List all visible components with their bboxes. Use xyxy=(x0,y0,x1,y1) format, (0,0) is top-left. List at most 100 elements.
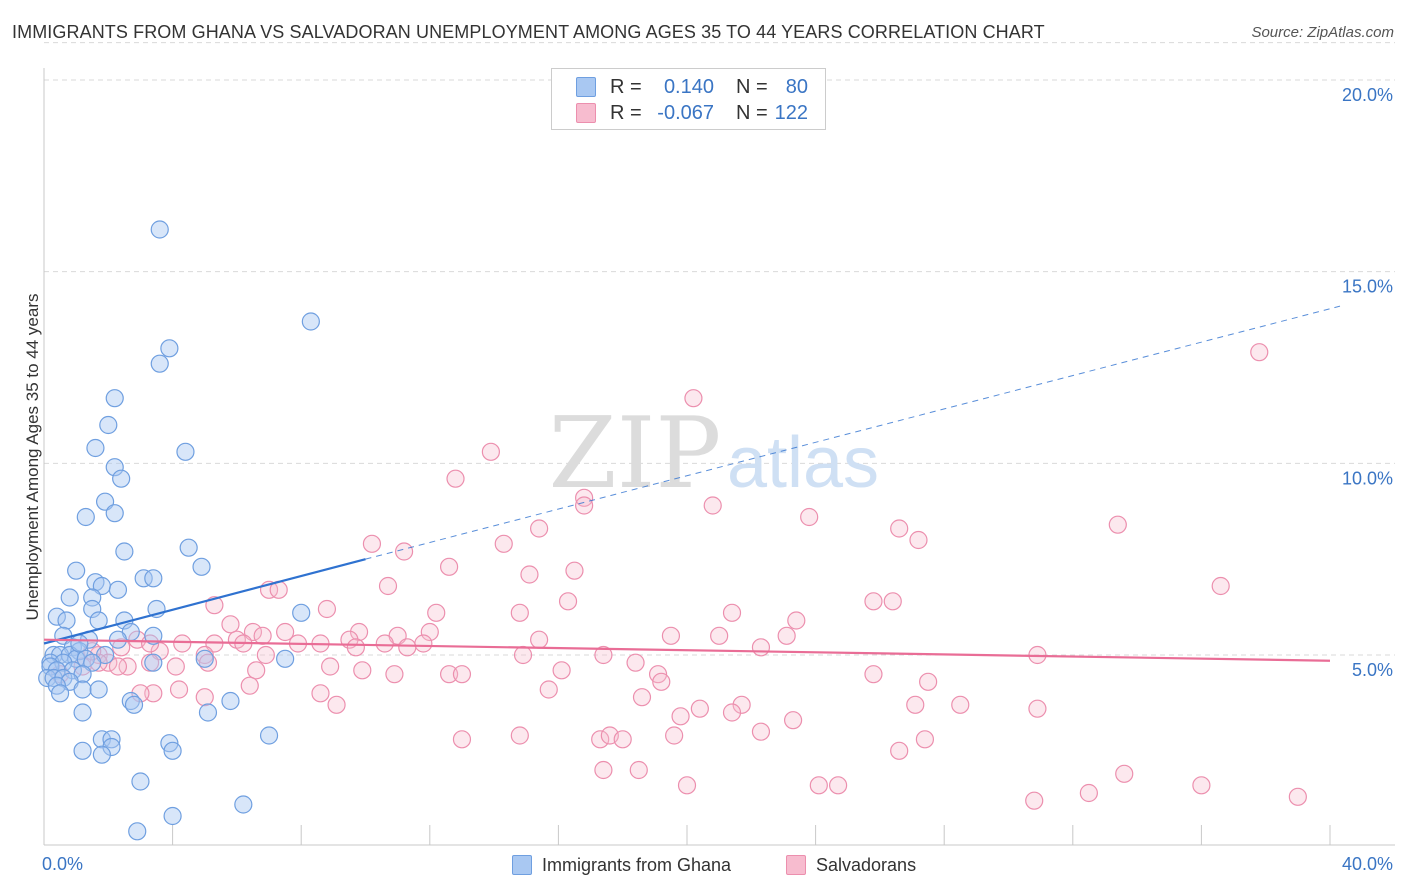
ghana-point xyxy=(179,538,198,557)
salvadorans-point xyxy=(829,776,848,795)
salvadorans-swatch xyxy=(576,103,596,123)
salvadorans-point xyxy=(169,680,189,699)
ghana-trendline xyxy=(43,558,366,645)
ghana-point xyxy=(102,730,121,749)
salvadorans-point xyxy=(427,603,446,622)
ghana-point xyxy=(67,561,86,580)
salvadorans-point xyxy=(632,688,652,707)
ghana-point xyxy=(144,569,163,588)
salvadorans-point xyxy=(394,542,414,561)
salvadorans-point xyxy=(575,488,594,507)
ghana-legend-swatch xyxy=(512,855,532,875)
ghana-point xyxy=(234,795,253,814)
ghana-point xyxy=(50,684,70,703)
ghana-point xyxy=(163,741,182,760)
salvadorans-point xyxy=(864,665,883,684)
legend-row-ghana: R = 0.140 N = 80 xyxy=(576,74,808,100)
salvadorans-point xyxy=(671,707,690,726)
salvadorans-point xyxy=(1108,515,1127,534)
salvadorans-point xyxy=(452,665,472,684)
y-tick-labels: 5.0% 10.0% 15.0% 20.0% xyxy=(1342,85,1393,680)
salvadorans-point xyxy=(398,638,417,657)
salvadorans-point xyxy=(652,672,671,691)
salvadorans-point xyxy=(353,661,372,680)
ghana-point xyxy=(150,220,169,239)
salvadorans-point xyxy=(494,534,513,553)
salvadorans-point xyxy=(317,599,337,619)
salvadorans-point xyxy=(1288,787,1307,806)
ghana-point xyxy=(163,806,182,826)
salvadorans-point xyxy=(919,672,938,691)
salvadorans-point xyxy=(446,469,465,488)
ghana-point xyxy=(160,339,179,358)
salvadorans-point xyxy=(594,760,613,780)
salvadorans-point xyxy=(385,665,404,684)
ghana-trendline-extension xyxy=(365,305,1341,560)
salvadorans-point xyxy=(420,622,439,642)
salvadorans-point xyxy=(684,389,703,408)
ghana-point xyxy=(144,653,163,672)
ghana-point xyxy=(63,661,83,680)
salvadorans-point xyxy=(253,626,272,645)
legend-n-label: N = xyxy=(736,101,768,124)
salvadorans-point xyxy=(311,684,330,703)
correlation-legend: R = 0.140 N = 80 R = -0.067 N = 122 xyxy=(551,68,826,130)
ghana-point xyxy=(99,415,118,435)
ghana-point xyxy=(292,603,311,622)
y-tick-label: 15.0% xyxy=(1342,277,1393,297)
ghana-point xyxy=(70,634,89,653)
series-legend-salvadorans: Salvadorans xyxy=(786,852,916,878)
ghana-point xyxy=(124,695,144,714)
ghana-point xyxy=(92,745,111,764)
legend-n-value: 80 xyxy=(785,75,808,98)
salvadorans-point xyxy=(173,634,192,653)
salvadorans-point xyxy=(809,776,828,795)
ghana-point xyxy=(192,557,211,576)
ghana-point xyxy=(105,504,124,523)
legend-n-value: 122 xyxy=(774,101,808,124)
salvadorans-point xyxy=(591,730,610,749)
salvadorans-point xyxy=(552,661,571,680)
y-tick-label: 5.0% xyxy=(1352,660,1393,680)
legend-n-label: N = xyxy=(736,75,768,98)
ghana-point xyxy=(89,611,108,630)
x-tick-labels: 0.0% 40.0% xyxy=(42,854,1393,874)
salvadorans-legend-swatch xyxy=(786,855,806,875)
x-tick-label: 0.0% xyxy=(42,854,83,874)
salvadorans-point xyxy=(722,603,742,622)
ghana-point xyxy=(198,703,218,722)
salvadorans-point xyxy=(276,622,295,642)
legend-r-label: R = xyxy=(610,101,642,124)
salvadorans-point xyxy=(118,657,137,676)
ghana-point xyxy=(86,438,105,458)
ghana-point xyxy=(83,599,102,619)
ghana-point xyxy=(38,668,57,688)
salvadorans-legend-label: Salvadorans xyxy=(816,854,917,875)
ghana-point xyxy=(195,649,214,668)
ghana-point xyxy=(102,737,121,757)
ghana-point xyxy=(131,772,150,791)
salvadorans-point xyxy=(883,592,902,611)
salvadorans-point xyxy=(1211,576,1230,596)
source-label: Source: ZipAtlas.com xyxy=(1251,24,1394,41)
salvadorans-point xyxy=(481,442,500,461)
salvadorans-point xyxy=(915,730,935,749)
salvadorans-point xyxy=(349,622,369,642)
salvadorans-point xyxy=(575,496,594,515)
salvadorans-point xyxy=(800,507,819,527)
ghana-point xyxy=(221,691,240,711)
watermark-zip: ZIP xyxy=(549,397,722,511)
salvadorans-point xyxy=(195,688,214,707)
ghana-point xyxy=(176,442,195,461)
salvadorans-point xyxy=(1028,699,1047,718)
salvadorans-point xyxy=(890,741,909,760)
salvadorans-point xyxy=(783,711,803,730)
salvadorans-point xyxy=(661,626,681,645)
legend-r-label: R = xyxy=(610,75,642,98)
grid-lines xyxy=(44,42,1395,656)
watermark: ZIP atlas xyxy=(549,397,879,511)
ghana-point xyxy=(92,730,111,749)
ghana-point xyxy=(60,588,79,607)
salvadorans-point xyxy=(677,776,697,795)
